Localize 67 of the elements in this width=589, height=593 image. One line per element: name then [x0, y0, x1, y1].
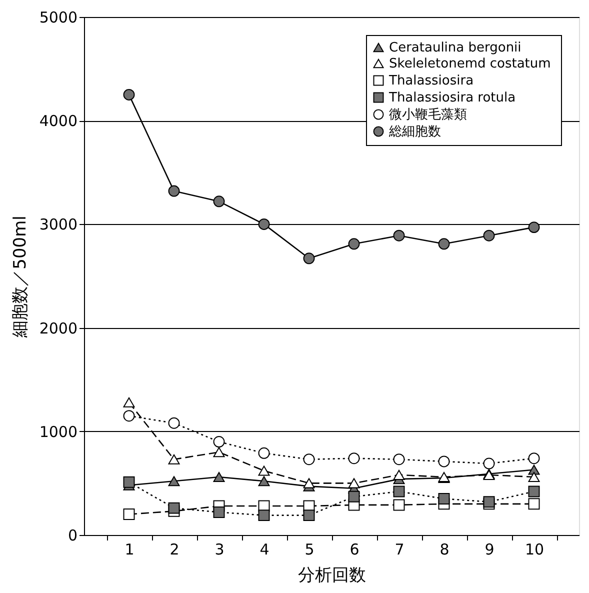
point	[528, 452, 540, 464]
legend-label: 微小鞭毛藻類	[389, 108, 467, 122]
point	[123, 410, 135, 422]
legend-label: Cerataulina bergonii	[389, 40, 522, 56]
point	[528, 472, 540, 482]
point	[123, 397, 135, 408]
point	[168, 476, 180, 486]
point	[393, 486, 405, 498]
point	[213, 506, 225, 518]
point	[393, 470, 405, 480]
point	[303, 252, 315, 264]
point	[168, 502, 180, 514]
point	[303, 510, 315, 522]
point	[258, 447, 270, 459]
x-axis-title: 分析回数	[298, 566, 366, 586]
point	[258, 218, 270, 230]
point	[348, 478, 360, 488]
point	[393, 454, 405, 466]
point	[258, 466, 270, 476]
point	[258, 510, 270, 522]
y-tick-label: 2000	[39, 319, 78, 338]
point	[528, 222, 540, 234]
x-tick-label: 9	[484, 540, 494, 558]
point	[348, 452, 360, 464]
legend-label: Skeleletonemd costatum	[389, 56, 551, 72]
legend-label: Thalassiosira rotula	[388, 90, 516, 106]
point	[393, 230, 405, 242]
legend-label: 総細胞数	[388, 124, 441, 140]
point	[258, 476, 270, 486]
point	[213, 447, 225, 458]
point	[348, 238, 360, 250]
legend-label: Thalassiosira	[388, 74, 474, 88]
point	[303, 478, 315, 488]
x-tick-label: 8	[440, 540, 450, 558]
y-tick-label: 0	[68, 526, 78, 544]
point	[168, 454, 180, 464]
x-tick-label: 5	[304, 540, 314, 558]
point	[528, 486, 540, 498]
x-tick-label: 10	[524, 540, 544, 558]
x-tick-label: 4	[260, 540, 270, 558]
point	[213, 472, 225, 482]
point	[213, 436, 225, 448]
point	[213, 196, 225, 208]
point	[123, 476, 135, 488]
x-tick-label: 7	[394, 540, 404, 558]
point	[303, 454, 315, 466]
point	[483, 458, 495, 470]
point	[168, 185, 180, 197]
x-tick-label: 6	[350, 540, 360, 558]
point	[438, 238, 450, 250]
x-tick-label: 2	[170, 540, 180, 558]
point	[393, 499, 405, 511]
point	[438, 492, 450, 504]
x-tick-label: 1	[124, 540, 134, 558]
point	[348, 490, 360, 502]
x-tick-label: 3	[214, 540, 224, 558]
y-tick-label: 5000	[39, 8, 78, 26]
point	[438, 456, 450, 468]
y-tick-label: 1000	[39, 422, 78, 441]
point	[123, 88, 135, 100]
y-tick-label: 3000	[39, 216, 78, 234]
y-axis-title: 細胞数／500ml	[10, 216, 30, 338]
y-tick-label: 4000	[39, 112, 78, 130]
point	[123, 508, 135, 520]
point	[168, 417, 180, 429]
point	[483, 230, 495, 242]
point	[528, 498, 540, 510]
